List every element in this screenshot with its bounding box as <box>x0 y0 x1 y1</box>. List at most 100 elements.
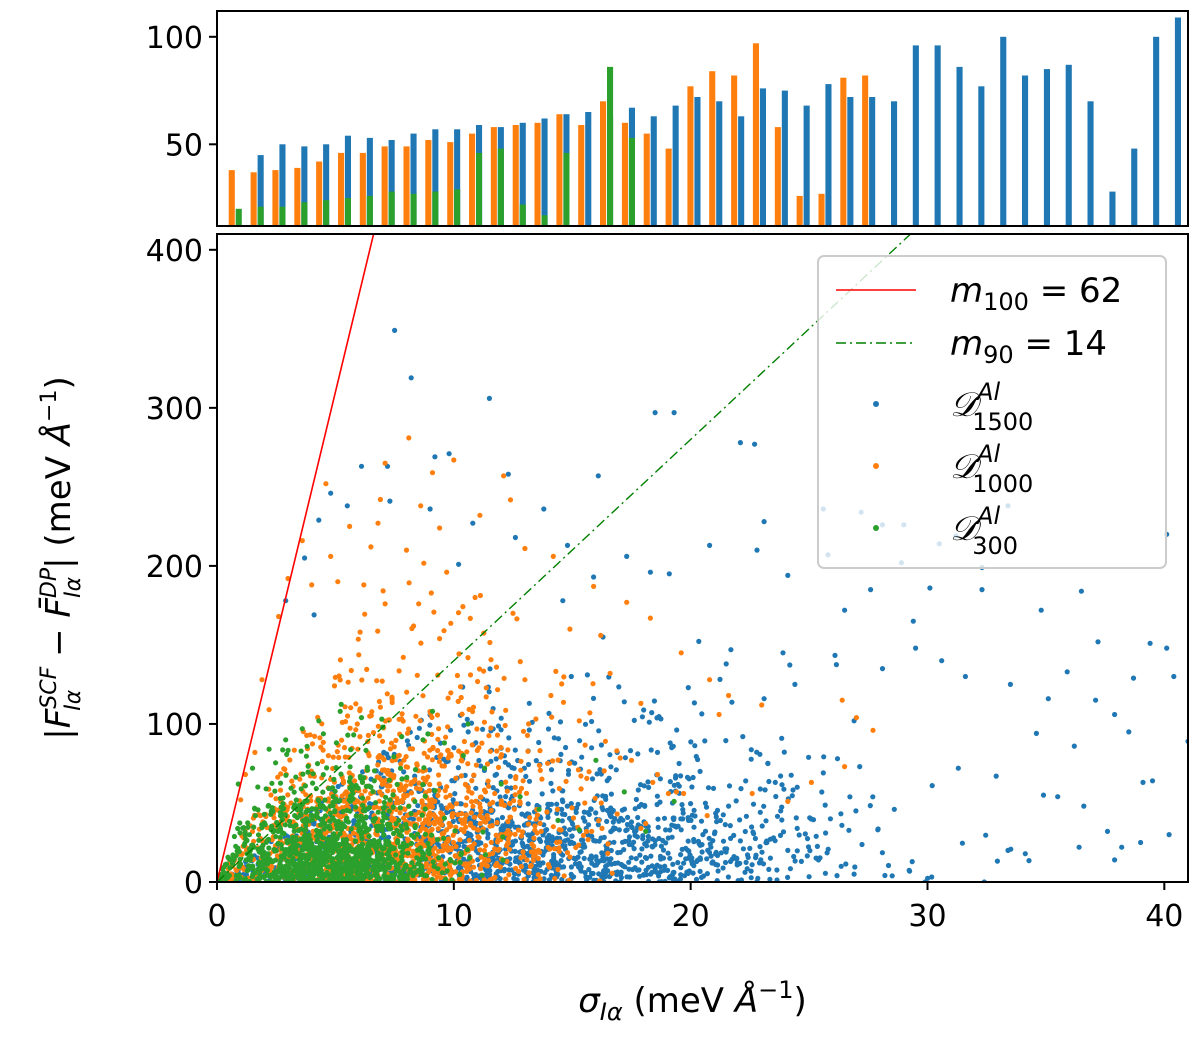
point-series2-1164 <box>421 765 427 771</box>
point-series0-1147 <box>657 869 664 875</box>
point-series1-1154 <box>428 827 434 833</box>
point-series2-1126 <box>349 796 355 803</box>
xtick-label-0: 0 <box>207 899 226 934</box>
point-series2-835 <box>436 855 442 861</box>
point-series1-925 <box>484 813 490 819</box>
point-series0-290 <box>1026 858 1032 864</box>
y-axis-label-group: |FSCFIα − F̄DPIα| (meV Å−1) <box>37 376 86 740</box>
point-series1-381 <box>468 810 474 816</box>
point-series0-1204 <box>590 695 597 702</box>
point-series2-803 <box>449 877 455 882</box>
point-series0-1407 <box>656 714 662 720</box>
point-series0-594 <box>680 807 686 813</box>
point-series2-1007 <box>263 786 269 792</box>
point-series1-1415 <box>550 553 556 560</box>
point-series2-834 <box>384 851 390 857</box>
point-series0-1306 <box>582 818 588 824</box>
point-series2-1004 <box>359 779 366 785</box>
point-series0-641 <box>767 855 774 861</box>
point-series1-1462 <box>654 771 661 778</box>
point-series1-727 <box>609 870 615 876</box>
point-series2-927 <box>268 874 274 880</box>
point-series2-1176 <box>383 875 389 881</box>
point-series1-1267 <box>404 730 411 736</box>
point-series1-936 <box>365 795 371 801</box>
point-series1-1412 <box>299 538 305 544</box>
point-series1-771 <box>376 698 382 705</box>
point-series0-1172 <box>514 877 520 882</box>
legend-label-series-0: 𝒟Al 1500 <box>950 378 1033 436</box>
point-series0-1455 <box>578 849 584 855</box>
bar-series2-group17 <box>607 66 614 227</box>
point-series0-1291 <box>838 811 844 817</box>
point-series0-339 <box>625 814 631 821</box>
point-series1-179 <box>554 806 561 813</box>
point-series2-1195 <box>314 838 320 844</box>
point-series2-631 <box>362 821 368 827</box>
point-series2-1177 <box>333 740 339 746</box>
point-series1-1131 <box>493 832 499 838</box>
point-series0-856 <box>787 662 793 668</box>
point-series0-1343 <box>511 871 518 877</box>
bar-series1-group29 <box>862 75 869 226</box>
point-series2-1182 <box>244 837 250 844</box>
point-series2-1153 <box>337 859 343 866</box>
point-series0-1135 <box>763 818 769 824</box>
point-series0-104 <box>655 824 661 830</box>
point-series0-1175 <box>530 870 536 876</box>
point-series0-1568 <box>929 783 935 789</box>
point-series0-1565 <box>1081 803 1087 809</box>
point-series0-315 <box>447 727 454 733</box>
point-series0-1304 <box>608 791 615 797</box>
point-series1-483 <box>342 719 349 725</box>
point-series2-723 <box>322 797 328 803</box>
point-series1-264 <box>364 666 370 673</box>
point-series1-371 <box>268 792 274 798</box>
point-series1-1461 <box>628 757 635 763</box>
point-series0-1243 <box>603 793 609 800</box>
point-series2-1219 <box>593 757 599 763</box>
point-series2-1029 <box>224 873 230 879</box>
point-series1-1011 <box>447 792 453 798</box>
point-series1-1324 <box>446 864 453 870</box>
point-series1-1052 <box>401 786 407 793</box>
point-series0-774 <box>582 721 589 727</box>
point-series1-1420 <box>678 650 684 656</box>
point-series2-363 <box>300 771 306 777</box>
point-series0-1164 <box>554 801 560 807</box>
point-series2-425 <box>302 783 308 789</box>
point-series2-1137 <box>293 797 299 803</box>
point-series2-823 <box>282 822 288 828</box>
point-series2-286 <box>347 775 353 781</box>
point-series2-950 <box>320 731 326 737</box>
point-series1-1258 <box>555 866 561 873</box>
point-series0-383 <box>725 874 732 880</box>
point-series0-1290 <box>510 839 516 845</box>
point-series1-913 <box>362 611 368 617</box>
point-series0-455 <box>604 818 610 825</box>
point-series0-1347 <box>959 840 966 846</box>
point-series1-1376 <box>575 767 582 773</box>
point-series0-1507 <box>446 451 452 457</box>
point-series2-1197 <box>381 845 387 851</box>
point-series0-1494 <box>805 844 812 850</box>
point-series1-432 <box>478 808 484 815</box>
point-series0-305 <box>761 803 767 809</box>
point-series0-408 <box>713 814 719 820</box>
bar-series0-group13 <box>519 122 526 226</box>
point-series1-472 <box>483 685 489 691</box>
bar-series0-group42 <box>1153 36 1160 226</box>
point-series1-425 <box>481 719 487 725</box>
point-series1-576 <box>389 694 395 700</box>
point-series1-783 <box>521 876 527 882</box>
point-series1-1072 <box>436 848 442 854</box>
point-series1-1313 <box>605 850 611 857</box>
point-series0-1284 <box>683 856 689 862</box>
point-series1-672 <box>408 781 414 787</box>
point-series2-1092 <box>284 858 290 864</box>
point-series1-1402 <box>429 470 436 476</box>
point-series1-1040 <box>466 788 472 794</box>
point-series0-343 <box>691 824 697 830</box>
point-series0-771 <box>635 787 641 793</box>
